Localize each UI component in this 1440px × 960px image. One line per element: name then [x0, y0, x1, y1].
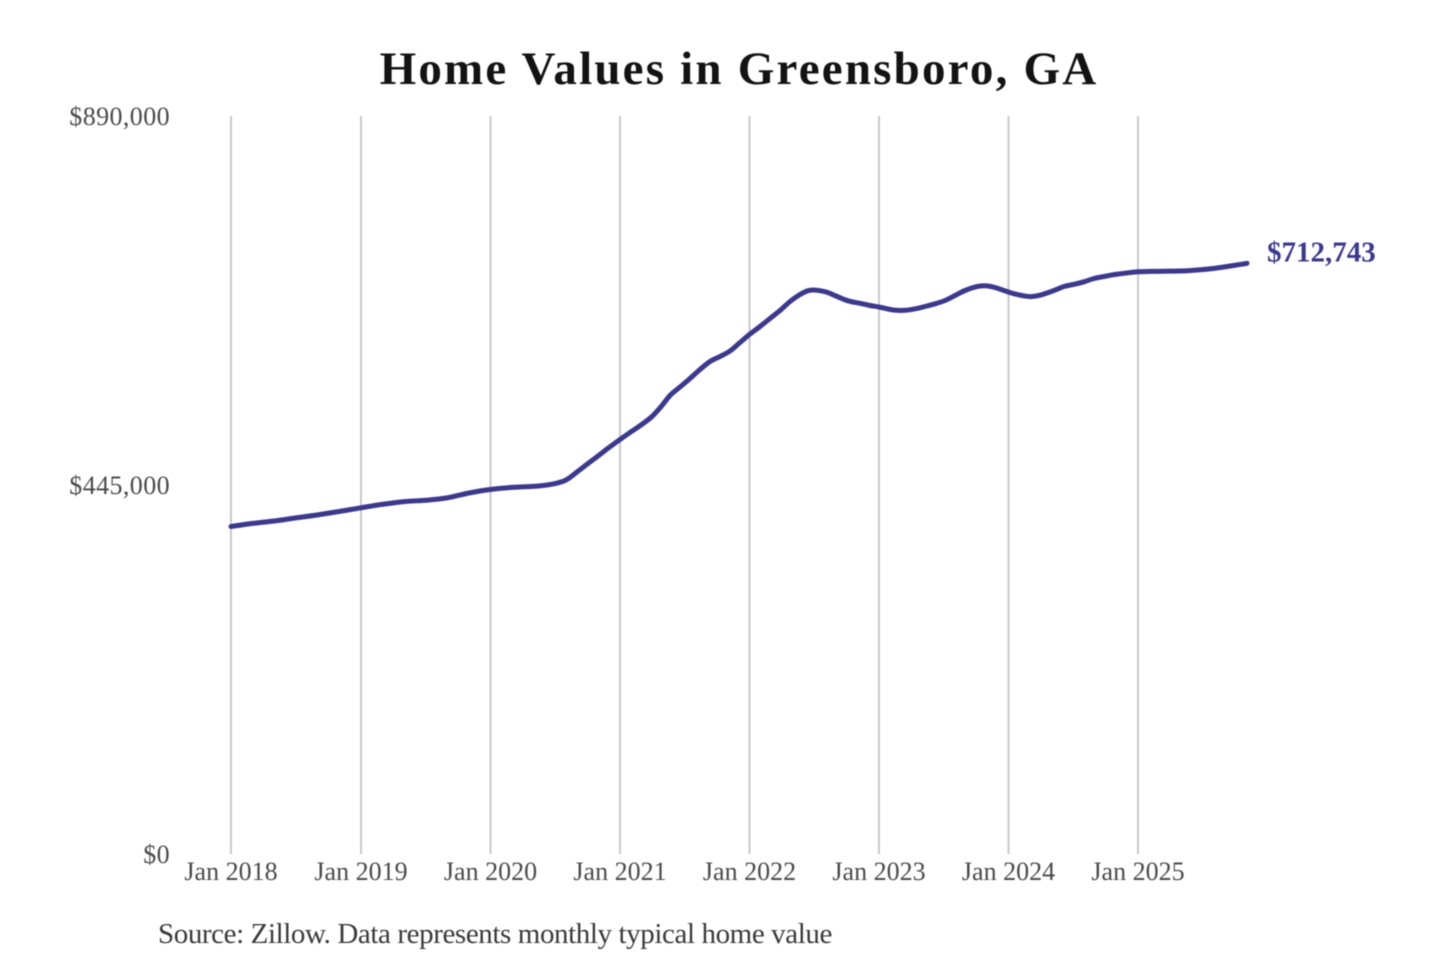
- svg-text:Home Values in Greensboro, GA: Home Values in Greensboro, GA: [380, 43, 1099, 95]
- svg-text:$0: $0: [143, 840, 170, 869]
- svg-text:Jan 2019: Jan 2019: [314, 857, 407, 886]
- svg-text:Jan 2023: Jan 2023: [832, 857, 925, 886]
- svg-text:Jan 2024: Jan 2024: [962, 857, 1055, 886]
- svg-text:Jan 2021: Jan 2021: [573, 857, 666, 886]
- svg-text:$712,743: $712,743: [1267, 237, 1376, 269]
- svg-text:Jan 2022: Jan 2022: [703, 857, 796, 886]
- svg-text:Jan 2018: Jan 2018: [184, 857, 277, 886]
- svg-text:Jan 2025: Jan 2025: [1091, 857, 1184, 886]
- svg-text:Source: Zillow. Data represent: Source: Zillow. Data represents monthly …: [158, 918, 832, 950]
- svg-text:estimates (Zillow Home Value I: estimates (Zillow Home Value Index) for …: [158, 957, 899, 960]
- svg-text:$445,000: $445,000: [69, 471, 170, 500]
- svg-text:Jan 2020: Jan 2020: [444, 857, 537, 886]
- svg-text:$890,000: $890,000: [69, 102, 170, 131]
